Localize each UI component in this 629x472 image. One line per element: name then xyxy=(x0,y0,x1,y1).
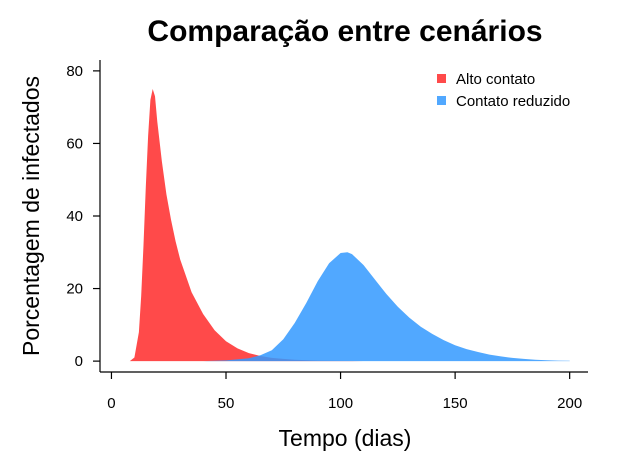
x-axis-ticks: 0 50 100 150 200 xyxy=(107,372,582,412)
x-tick-label: 150 xyxy=(443,395,468,412)
chart-title: Comparação entre cenários xyxy=(147,15,542,48)
y-tick-label: 60 xyxy=(66,135,83,152)
legend-label-2: Contato reduzido xyxy=(456,93,570,110)
y-tick-label: 0 xyxy=(75,353,83,370)
y-axis-label: Porcentagem de infectados xyxy=(18,76,44,356)
legend: Alto contato Contato reduzido xyxy=(437,71,570,110)
legend-label-1: Alto contato xyxy=(456,71,535,88)
legend-swatch-2 xyxy=(437,96,446,105)
series-area-1 xyxy=(129,89,364,362)
y-tick-label: 80 xyxy=(66,63,83,80)
y-tick-label: 20 xyxy=(66,281,83,298)
series-area-2 xyxy=(203,252,570,362)
x-tick-label: 200 xyxy=(557,395,582,412)
x-axis-label: Tempo (dias) xyxy=(279,425,412,451)
y-tick-label: 40 xyxy=(66,208,83,225)
x-tick-label: 0 xyxy=(107,395,115,412)
y-axis-ticks: 0 20 40 60 80 xyxy=(66,63,100,370)
x-tick-label: 100 xyxy=(328,395,353,412)
legend-swatch-1 xyxy=(437,74,446,83)
plot-area xyxy=(129,89,570,362)
x-tick-label: 50 xyxy=(218,395,235,412)
